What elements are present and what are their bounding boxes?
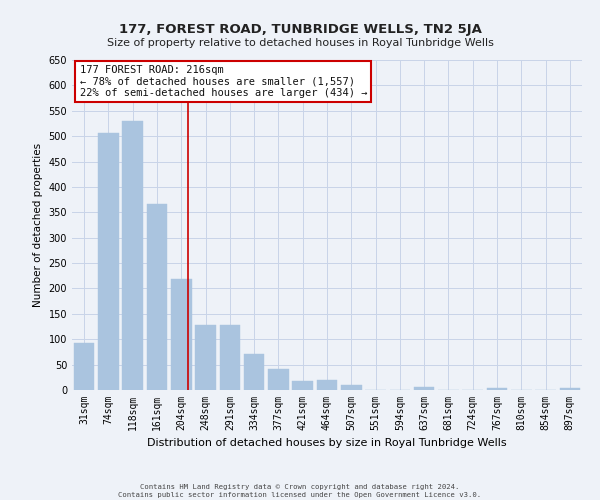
Text: Size of property relative to detached houses in Royal Tunbridge Wells: Size of property relative to detached ho… [107,38,493,48]
Bar [487,388,508,390]
Bar [74,343,94,390]
Text: Contains HM Land Registry data © Crown copyright and database right 2024.
Contai: Contains HM Land Registry data © Crown c… [118,484,482,498]
Text: 177, FOREST ROAD, TUNBRIDGE WELLS, TN2 5JA: 177, FOREST ROAD, TUNBRIDGE WELLS, TN2 5… [119,22,481,36]
Bar [98,132,119,390]
Bar [414,388,434,390]
Text: 177 FOREST ROAD: 216sqm
← 78% of detached houses are smaller (1,557)
22% of semi: 177 FOREST ROAD: 216sqm ← 78% of detache… [80,65,367,98]
Bar [122,121,143,390]
Bar [292,381,313,390]
Bar [341,385,362,390]
Bar [244,354,265,390]
Bar [560,388,580,390]
Bar [220,325,240,390]
Bar [268,368,289,390]
Bar [146,204,167,390]
X-axis label: Distribution of detached houses by size in Royal Tunbridge Wells: Distribution of detached houses by size … [147,438,507,448]
Bar [317,380,337,390]
Bar [171,280,191,390]
Bar [195,325,216,390]
Y-axis label: Number of detached properties: Number of detached properties [33,143,43,307]
